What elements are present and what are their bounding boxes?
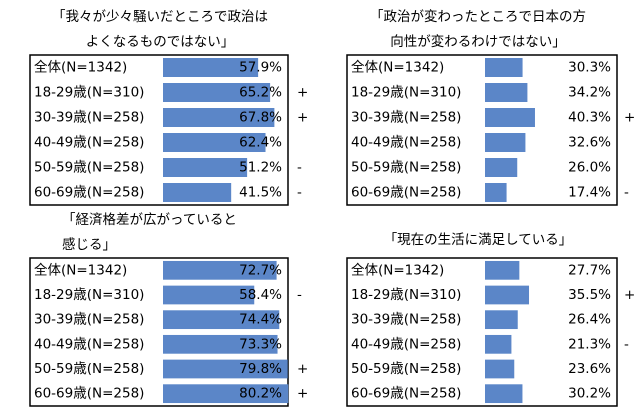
category-label: 50-59歳(N=258) bbox=[34, 160, 144, 176]
significance-marker: - bbox=[297, 160, 302, 176]
bar bbox=[485, 108, 535, 127]
chart-title: 「経済格差が広がっていると bbox=[62, 212, 237, 228]
category-label: 40-49歳(N=258) bbox=[351, 135, 461, 151]
bar bbox=[163, 260, 277, 280]
category-label: 60-69歳(N=258) bbox=[34, 185, 144, 201]
bar bbox=[485, 83, 528, 102]
chart-title: 「現在の生活に満足している」 bbox=[384, 232, 573, 248]
value-label: 62.4% bbox=[239, 135, 282, 151]
category-label: 全体(N=1342) bbox=[351, 59, 444, 76]
value-label: 58.4% bbox=[239, 287, 282, 303]
value-label: 32.6% bbox=[568, 135, 611, 151]
chart-title: 向性が変わるわけではない」 bbox=[390, 33, 566, 50]
category-label: 40-49歳(N=258) bbox=[351, 336, 461, 352]
category-label: 18-29歳(N=310) bbox=[351, 287, 461, 303]
value-label: 34.2% bbox=[568, 85, 611, 101]
category-label: 18-29歳(N=310) bbox=[34, 287, 144, 303]
bar bbox=[485, 359, 515, 379]
category-label: 18-29歳(N=310) bbox=[34, 85, 144, 101]
chart-title: 「我々が少々騒いだところで政治は bbox=[52, 9, 268, 25]
bar bbox=[485, 334, 512, 354]
category-label: 全体(N=1342) bbox=[34, 261, 127, 278]
significance-marker: - bbox=[297, 287, 302, 303]
significance-marker: + bbox=[297, 361, 308, 377]
panel-box bbox=[346, 257, 618, 407]
value-label: 26.4% bbox=[568, 312, 611, 328]
bar bbox=[163, 183, 232, 202]
bar bbox=[485, 183, 507, 202]
value-label: 30.2% bbox=[568, 386, 611, 402]
value-label: 51.2% bbox=[239, 160, 282, 176]
bar bbox=[163, 133, 266, 152]
bar bbox=[485, 260, 520, 280]
bar bbox=[163, 359, 288, 379]
significance-marker: + bbox=[624, 287, 635, 303]
value-label: 26.0% bbox=[568, 160, 611, 176]
category-label: 60-69歳(N=258) bbox=[351, 386, 461, 402]
bar bbox=[485, 158, 518, 177]
value-label: 40.3% bbox=[568, 110, 611, 126]
bar bbox=[163, 158, 248, 177]
bar bbox=[163, 108, 275, 127]
bar bbox=[485, 384, 523, 404]
significance-marker: - bbox=[297, 185, 302, 201]
bar bbox=[485, 285, 530, 305]
value-label: 35.5% bbox=[568, 287, 611, 303]
significance-marker: + bbox=[297, 85, 308, 101]
value-label: 72.7% bbox=[239, 262, 282, 278]
value-label: 21.3% bbox=[568, 336, 611, 352]
panel-box bbox=[29, 54, 289, 206]
value-label: 27.7% bbox=[568, 262, 611, 278]
value-label: 23.6% bbox=[568, 361, 611, 377]
significance-marker: + bbox=[297, 386, 308, 402]
panel-box bbox=[346, 54, 618, 206]
value-label: 17.4% bbox=[568, 185, 611, 201]
significance-marker: + bbox=[624, 110, 635, 126]
category-label: 全体(N=1342) bbox=[34, 59, 127, 76]
category-label: 60-69歳(N=258) bbox=[351, 185, 461, 201]
category-label: 全体(N=1342) bbox=[351, 261, 444, 278]
category-label: 50-59歳(N=258) bbox=[34, 361, 144, 377]
bar bbox=[163, 310, 280, 330]
category-label: 30-39歳(N=258) bbox=[351, 312, 461, 328]
value-label: 73.3% bbox=[239, 336, 282, 352]
chart-title: よくなるものではない」 bbox=[86, 34, 235, 50]
category-label: 60-69歳(N=258) bbox=[34, 386, 144, 402]
significance-marker: - bbox=[624, 336, 629, 352]
value-label: 30.3% bbox=[568, 60, 611, 76]
value-label: 80.2% bbox=[239, 386, 282, 402]
value-label: 65.2% bbox=[239, 85, 282, 101]
value-label: 57.9% bbox=[239, 60, 282, 76]
category-label: 30-39歳(N=258) bbox=[34, 110, 144, 126]
bar bbox=[485, 133, 526, 152]
category-label: 50-59歳(N=258) bbox=[351, 160, 461, 176]
chart-title: 「政治が変わったところで日本の方 bbox=[370, 8, 586, 25]
value-label: 67.8% bbox=[239, 110, 282, 126]
bar bbox=[485, 310, 518, 330]
value-label: 41.5% bbox=[239, 185, 282, 201]
value-label: 79.8% bbox=[239, 361, 282, 377]
bar bbox=[163, 285, 255, 305]
significance-marker: - bbox=[624, 185, 629, 201]
significance-marker: + bbox=[297, 110, 308, 126]
category-label: 30-39歳(N=258) bbox=[351, 110, 461, 126]
bar bbox=[163, 384, 289, 404]
bar bbox=[163, 83, 271, 102]
category-label: 40-49歳(N=258) bbox=[34, 135, 144, 151]
category-label: 50-59歳(N=258) bbox=[351, 361, 461, 377]
panel-box bbox=[29, 257, 289, 407]
category-label: 30-39歳(N=258) bbox=[34, 312, 144, 328]
bar bbox=[485, 58, 523, 77]
category-label: 18-29歳(N=310) bbox=[351, 85, 461, 101]
bar bbox=[163, 58, 259, 77]
chart-title: 感じる」 bbox=[62, 236, 116, 253]
value-label: 74.4% bbox=[239, 312, 282, 328]
category-label: 40-49歳(N=258) bbox=[34, 336, 144, 352]
bar bbox=[163, 334, 278, 354]
